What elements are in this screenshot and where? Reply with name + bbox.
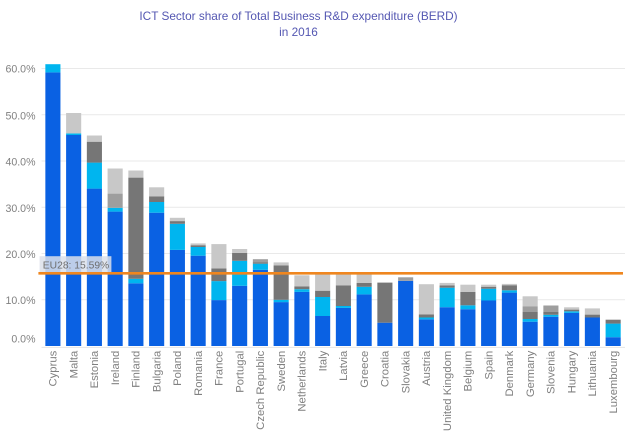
svg-text:EU28: 15.59%: EU28: 15.59% — [43, 261, 109, 272]
svg-text:Latvia: Latvia — [338, 350, 350, 381]
svg-text:Portugal: Portugal — [234, 351, 246, 393]
svg-text:Slovakia: Slovakia — [400, 350, 412, 393]
svg-text:10.0%: 10.0% — [5, 295, 36, 307]
svg-text:France: France — [214, 351, 226, 386]
svg-text:Cyprus: Cyprus — [48, 350, 60, 386]
svg-text:in 2016: in 2016 — [279, 25, 318, 39]
svg-text:Lithuania: Lithuania — [587, 350, 599, 397]
svg-text:United Kingdom: United Kingdom — [442, 351, 454, 431]
svg-text:Poland: Poland — [172, 351, 184, 386]
svg-text:Luxembourg: Luxembourg — [608, 351, 620, 414]
svg-text:Czech Republic: Czech Republic — [255, 350, 267, 429]
svg-text:ICT Sector share of Total Busi: ICT Sector share of Total Business R&D e… — [139, 9, 457, 23]
svg-text:Estonia: Estonia — [89, 350, 101, 388]
svg-text:Finland: Finland — [131, 351, 143, 388]
svg-text:Austria: Austria — [421, 350, 433, 386]
svg-text:Belgium: Belgium — [463, 351, 475, 392]
svg-text:Netherlands: Netherlands — [297, 350, 309, 411]
svg-text:Italy: Italy — [317, 350, 329, 371]
svg-text:40.0%: 40.0% — [5, 157, 36, 169]
svg-text:Bulgaria: Bulgaria — [151, 350, 163, 392]
svg-text:60.0%: 60.0% — [5, 64, 36, 76]
svg-text:0.0%: 0.0% — [11, 334, 36, 346]
svg-text:20.0%: 20.0% — [5, 249, 36, 261]
svg-text:Hungary: Hungary — [566, 350, 578, 393]
svg-text:Greece: Greece — [359, 351, 371, 388]
svg-text:Sweden: Sweden — [276, 351, 288, 392]
svg-text:Malta: Malta — [68, 350, 80, 378]
svg-text:Romania: Romania — [193, 350, 205, 396]
svg-text:Slovenia: Slovenia — [546, 350, 558, 394]
svg-text:Germany: Germany — [525, 350, 537, 397]
svg-text:Ireland: Ireland — [110, 351, 122, 386]
svg-text:50.0%: 50.0% — [5, 110, 36, 122]
svg-text:30.0%: 30.0% — [5, 203, 36, 215]
svg-text:Denmark: Denmark — [504, 350, 516, 396]
svg-text:Croatia: Croatia — [380, 350, 392, 387]
svg-text:Spain: Spain — [483, 351, 495, 380]
